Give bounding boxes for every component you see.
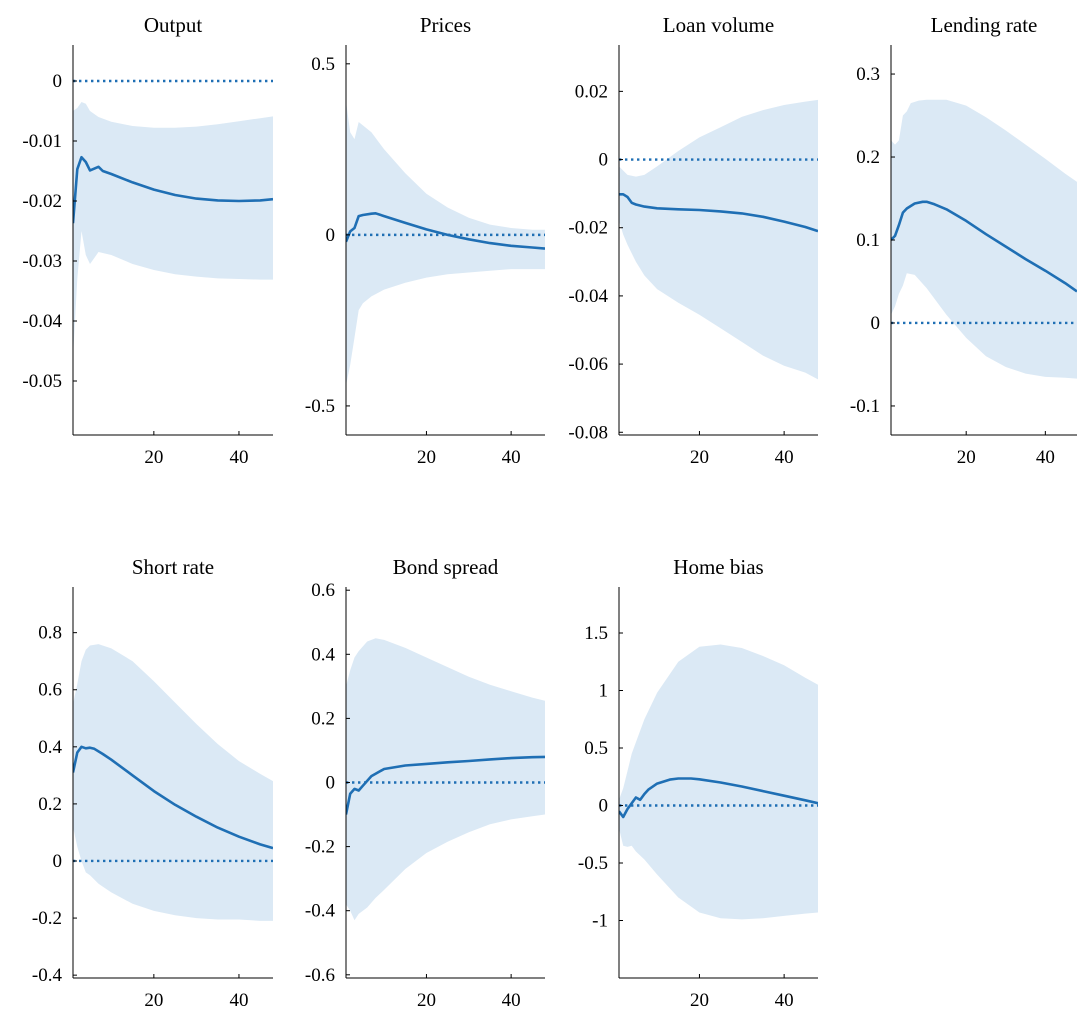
lending-rate-y-tick-label: 0	[871, 313, 881, 334]
lending-rate-x-tick-label: 20	[957, 447, 976, 468]
short-rate-x-tick-label: 40	[229, 990, 248, 1011]
loan-volume-x-tick-label: 20	[690, 447, 709, 468]
home-bias-y-tick-label: -0.5	[578, 853, 608, 874]
bond-spread-y-tick-label: 0.6	[311, 580, 335, 601]
lending-rate-y-tick-label: 0.3	[856, 64, 880, 85]
output-y-tick-label: -0.02	[22, 191, 62, 212]
short-rate-y-tick-label: 0	[53, 851, 63, 872]
loan-volume-panel-title: Loan volume	[663, 13, 774, 37]
home-bias-y-tick-label: 0	[599, 796, 609, 817]
bond-spread-y-tick-label: 0	[326, 773, 336, 794]
short-rate-panel-title: Short rate	[132, 555, 214, 579]
loan-volume-y-tick-label: -0.08	[568, 422, 608, 443]
output-y-tick-label: -0.01	[22, 131, 62, 152]
lending-rate-panel-title: Lending rate	[931, 13, 1038, 37]
output-y-tick-label: 0	[53, 71, 63, 92]
bond-spread-y-tick-label: -0.2	[305, 837, 335, 858]
short-rate-y-tick-label: 0.4	[38, 737, 62, 758]
lending-rate-y-tick-label: 0.2	[856, 147, 880, 168]
short-rate-y-tick-label: -0.4	[32, 965, 63, 986]
output-panel-title: Output	[144, 13, 203, 37]
lending-rate-y-tick-label: -0.1	[850, 396, 880, 417]
bond-spread-confidence-band	[346, 638, 545, 921]
home-bias-panel-title: Home bias	[673, 555, 763, 579]
home-bias-y-tick-label: -1	[592, 911, 608, 932]
prices-y-tick-label: -0.5	[305, 396, 335, 417]
prices-response-line	[346, 212, 545, 250]
panel-home-bias: 1.5 1 0.5 0 -0.5 -1 20 40 Home bias	[578, 555, 818, 1011]
bond-spread-y-tick-label: 0.2	[311, 708, 335, 729]
panel-lending-rate: 0.3 0.2 0.1 0 -0.1 20 40 Lending rate	[850, 13, 1077, 468]
prices-x-tick-label: 20	[417, 447, 436, 468]
loan-volume-confidence-band	[619, 99, 818, 380]
bond-spread-y-tick-label: -0.6	[305, 965, 335, 986]
loan-volume-y-tick-label: -0.04	[568, 286, 608, 307]
lending-rate-y-tick-label: 0.1	[856, 230, 880, 251]
loan-volume-response-line	[619, 193, 818, 233]
lending-rate-response-line	[891, 200, 1077, 293]
output-y-tick-label: -0.05	[22, 371, 62, 392]
output-x-tick-label: 20	[144, 447, 163, 468]
home-bias-y-tick-label: 1.5	[584, 623, 608, 644]
output-x-tick-label: 40	[229, 447, 248, 468]
home-bias-x-tick-label: 20	[690, 990, 709, 1011]
home-bias-y-tick-label: 1	[599, 681, 609, 702]
loan-volume-y-tick-label: -0.02	[568, 218, 608, 239]
panel-output: 0 -0.01 -0.02 -0.03 -0.04 -0.05 20 40 Output	[22, 13, 273, 468]
prices-y-tick-label: 0	[326, 225, 336, 246]
output-y-tick-label: -0.04	[22, 311, 62, 332]
panel-prices: 0.5 0 -0.5 20 40 Prices	[305, 13, 545, 468]
output-confidence-band	[73, 102, 273, 357]
prices-y-tick-label: 0.5	[311, 54, 335, 75]
bond-spread-panel-title: Bond spread	[393, 555, 499, 579]
short-rate-y-tick-label: -0.2	[32, 908, 62, 929]
panel-bond-spread: 0.6 0.4 0.2 0 -0.2 -0.4 -0.6 20 40 Bond spread	[305, 555, 545, 1011]
bond-spread-x-tick-label: 40	[502, 990, 521, 1011]
short-rate-y-tick-label: 0.6	[38, 680, 62, 701]
bond-spread-x-tick-label: 20	[417, 990, 436, 1011]
bond-spread-y-tick-label: -0.4	[305, 901, 336, 922]
lending-rate-confidence-band	[891, 99, 1077, 379]
bond-spread-response-line	[346, 755, 545, 815]
panel-short-rate: 0.8 0.6 0.4 0.2 0 -0.2 -0.4 20 40 Short rate	[32, 555, 273, 1011]
loan-volume-y-tick-label: 0	[599, 150, 609, 171]
short-rate-response-line	[73, 745, 273, 850]
home-bias-x-tick-label: 40	[775, 990, 794, 1011]
prices-x-tick-label: 40	[502, 447, 521, 468]
panel-loan-volume: 0.02 0 -0.02 -0.04 -0.06 -0.08 20 40 Loan volume	[568, 13, 818, 468]
loan-volume-y-tick-label: 0.02	[575, 81, 608, 102]
prices-confidence-band	[346, 101, 545, 386]
bond-spread-y-tick-label: 0.4	[311, 644, 335, 665]
lending-rate-x-tick-label: 40	[1036, 447, 1055, 468]
loan-volume-x-tick-label: 40	[775, 447, 794, 468]
home-bias-response-line	[619, 777, 818, 819]
output-y-tick-label: -0.03	[22, 251, 62, 272]
output-response-line	[73, 155, 273, 224]
prices-panel-title: Prices	[420, 13, 471, 37]
loan-volume-y-tick-label: -0.06	[568, 354, 608, 375]
short-rate-y-tick-label: 0.2	[38, 794, 62, 815]
short-rate-x-tick-label: 20	[144, 990, 163, 1011]
short-rate-confidence-band	[73, 644, 273, 921]
short-rate-y-tick-label: 0.8	[38, 623, 62, 644]
home-bias-y-tick-label: 0.5	[584, 738, 608, 759]
